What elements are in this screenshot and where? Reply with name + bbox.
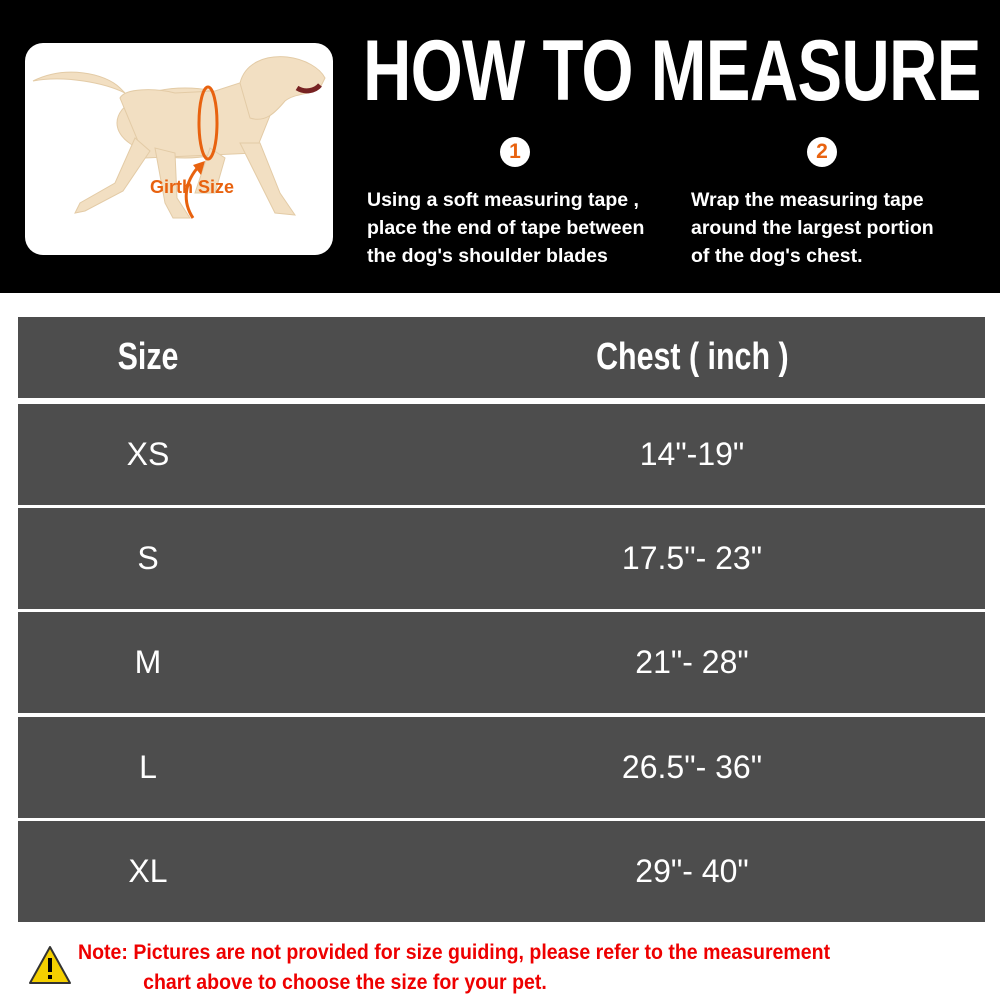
step-1-badge: 1: [500, 137, 530, 167]
step-2-text: Wrap the measuring tape around the large…: [691, 186, 934, 270]
table-header: Size Chest ( inch ): [18, 317, 985, 398]
step-1-line: Using a soft measuring tape ,: [367, 189, 639, 211]
step-2-badge: 2: [807, 137, 837, 167]
table-row: XL 29"- 40": [18, 821, 985, 922]
dog-image: [25, 43, 333, 255]
step-1-text: Using a soft measuring tape , place the …: [367, 186, 644, 270]
dog-illustration: [32, 56, 326, 219]
size-note: Note: Pictures are not provided for size…: [78, 938, 830, 998]
step-2-line: of the dog's chest.: [691, 245, 863, 267]
girth-size-label: Girth Size: [150, 177, 235, 197]
size-cell: L: [139, 749, 157, 785]
warning-icon: [29, 946, 71, 984]
table-row: XS 14"-19": [18, 404, 985, 505]
size-cell: XL: [128, 853, 168, 889]
note-line: chart above to choose the size for your …: [143, 971, 547, 994]
step-2-line: Wrap the measuring tape: [691, 189, 924, 211]
step-1-line: place the end of tape between: [367, 217, 645, 239]
chest-cell: 29"- 40": [635, 853, 749, 889]
chest-cell: 21"- 28": [635, 644, 749, 680]
page-title: HOW TO MEASURE: [363, 23, 981, 119]
step-1-line: the dog's shoulder blades: [367, 245, 608, 267]
chest-cell: 26.5"- 36": [621, 749, 763, 785]
size-cell: M: [134, 644, 162, 680]
note-line: Note: Pictures are not provided for size…: [78, 941, 831, 964]
chest-cell: 17.5"- 23": [621, 540, 763, 576]
column-chest: Chest ( inch ): [595, 336, 789, 378]
step-2-line: around the largest portion: [691, 217, 934, 239]
column-size: Size: [117, 336, 179, 378]
table-row: S 17.5"- 23": [18, 508, 985, 609]
table-row: L 26.5"- 36": [18, 717, 985, 818]
size-cell: S: [137, 540, 159, 576]
header-banner: Girth Size HOW TO MEASURE 1 2 Using a so…: [0, 0, 1000, 293]
size-cell: XS: [126, 436, 170, 472]
chest-cell: 14"-19": [639, 436, 745, 472]
table-row: M 21"- 28": [18, 612, 985, 713]
